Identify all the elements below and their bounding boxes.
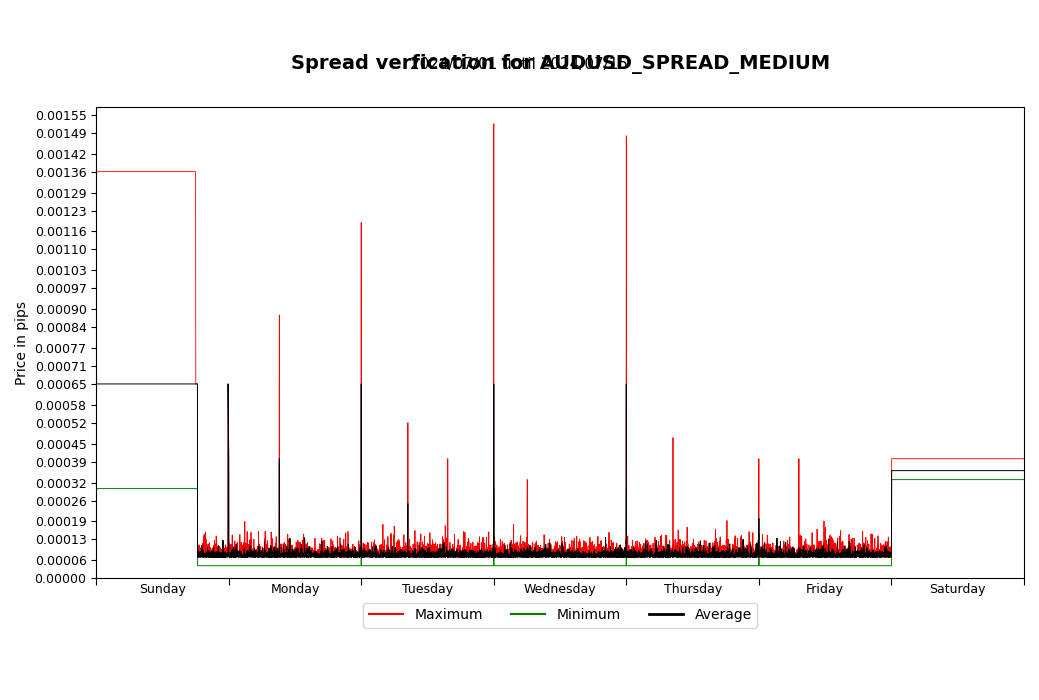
Average xyxy=(90,379,103,388)
Average xyxy=(1018,466,1031,475)
Minimum xyxy=(112,484,125,493)
Minimum xyxy=(787,561,799,570)
Maximum xyxy=(90,167,103,176)
Average xyxy=(561,553,574,561)
Y-axis label: Price in pips: Price in pips xyxy=(15,301,29,385)
Maximum xyxy=(339,549,351,557)
Minimum xyxy=(354,561,367,570)
Maximum xyxy=(487,120,500,128)
Maximum xyxy=(787,550,799,559)
Line: Average: Average xyxy=(97,384,1024,557)
Average xyxy=(354,551,367,559)
Minimum xyxy=(191,561,204,570)
Minimum xyxy=(885,475,898,484)
Legend: Maximum, Minimum, Average: Maximum, Minimum, Average xyxy=(363,603,757,628)
Minimum xyxy=(90,484,103,493)
Line: Maximum: Maximum xyxy=(97,124,1024,557)
Minimum xyxy=(1018,475,1031,484)
Line: Minimum: Minimum xyxy=(97,480,1024,566)
Minimum xyxy=(686,561,698,570)
Average xyxy=(112,379,125,388)
Minimum xyxy=(340,561,352,570)
Average xyxy=(787,550,799,558)
Average xyxy=(686,553,698,561)
Text: 2024/07/01 until 2024/07/15: 2024/07/01 until 2024/07/15 xyxy=(410,57,629,72)
Maximum xyxy=(354,552,367,560)
Minimum xyxy=(216,561,229,570)
Maximum xyxy=(112,167,125,176)
Maximum xyxy=(1018,454,1031,463)
Average xyxy=(216,552,229,561)
Maximum xyxy=(783,553,796,561)
Maximum xyxy=(216,552,229,561)
Title: Spread verfication for AUDUSD_SPREAD_MEDIUM: Spread verfication for AUDUSD_SPREAD_MED… xyxy=(291,53,830,74)
Average xyxy=(339,553,351,561)
Maximum xyxy=(686,543,698,552)
